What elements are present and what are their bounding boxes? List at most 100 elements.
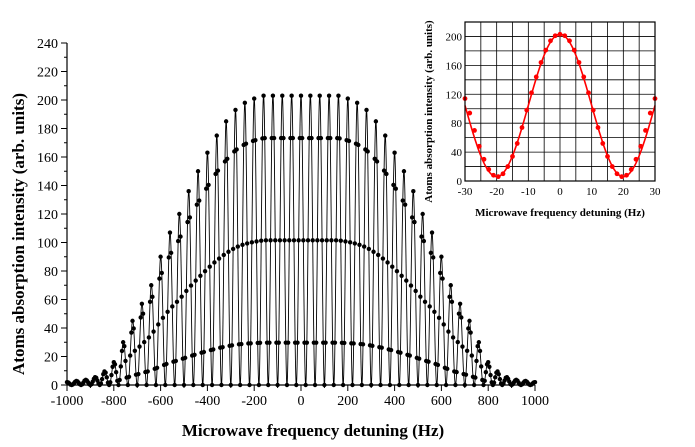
inset-x-tick-label: 20 <box>618 186 630 198</box>
main-data-point <box>235 244 241 249</box>
main-data-point <box>126 374 132 379</box>
main-data-point <box>491 380 497 385</box>
inset-data-point <box>495 174 501 180</box>
main-data-point <box>416 356 422 361</box>
inset-y-tick-label: 160 <box>446 60 463 72</box>
main-data-point <box>447 294 452 300</box>
main-data-point <box>281 135 286 141</box>
main-data-point <box>418 294 423 299</box>
main-data-point <box>408 283 414 288</box>
main-data-point <box>388 347 394 353</box>
main-data-point <box>319 238 325 243</box>
main-data-point <box>456 311 462 316</box>
main-data-point <box>137 344 142 349</box>
main-data-point <box>170 304 175 309</box>
inset-data-point <box>557 31 563 37</box>
main-data-point <box>477 348 483 354</box>
inset-x-tick-label: 0 <box>557 186 563 198</box>
main-x-tick-label: -1000 <box>51 394 84 409</box>
main-data-point <box>357 242 362 248</box>
main-data-point <box>411 189 416 194</box>
main-data-point <box>454 369 459 375</box>
main-data-point <box>158 254 163 259</box>
main-y-tick-label: 220 <box>37 66 58 81</box>
main-data-point <box>140 311 146 316</box>
main-data-point <box>365 149 370 154</box>
inset-data-point <box>619 174 625 180</box>
inset-data-point <box>576 60 582 65</box>
main-data-point <box>391 182 396 188</box>
inset-data-point <box>533 74 539 80</box>
main-data-point <box>324 238 329 243</box>
main-data-point <box>147 299 153 305</box>
main-data-point <box>267 340 272 345</box>
inset-data-point <box>476 143 482 149</box>
main-data-point <box>257 340 263 345</box>
main-data-point <box>193 278 198 283</box>
main-data-point <box>216 256 222 261</box>
inset-data-point <box>472 128 477 133</box>
main-data-point <box>229 343 235 348</box>
main-data-point <box>301 238 306 243</box>
main-data-point <box>259 238 264 243</box>
main-data-point <box>371 249 376 254</box>
main-data-point <box>184 288 189 294</box>
main-data-point <box>212 260 217 265</box>
inset-data-point <box>505 164 511 169</box>
main-data-point <box>197 198 202 203</box>
main-data-point <box>223 119 229 124</box>
main-data-point <box>249 240 255 245</box>
main-y-tick-label: 140 <box>37 180 58 195</box>
main-data-point <box>383 133 388 138</box>
main-data-point <box>326 93 332 98</box>
main-data-point <box>329 238 334 243</box>
main-y-tick-label: 120 <box>37 208 58 223</box>
inset-x-tick-label: -10 <box>521 186 536 198</box>
main-data-point <box>427 304 432 309</box>
main-data-point <box>474 358 479 364</box>
main-data-point <box>175 238 181 244</box>
main-data-point <box>342 340 347 346</box>
main-data-point <box>469 353 475 358</box>
inset-data-point <box>548 38 553 44</box>
main-data-point <box>436 315 442 321</box>
main-data-point <box>496 372 501 377</box>
main-data-point <box>186 189 191 194</box>
main-data-point <box>439 254 444 259</box>
main-data-point <box>282 238 287 243</box>
inset-data-point <box>590 107 596 113</box>
main-data-point <box>240 242 245 248</box>
inset-y-tick-label: 200 <box>446 31 463 43</box>
main-data-point <box>233 107 238 113</box>
inset-y-tick-label: 40 <box>451 147 463 159</box>
main-data-point <box>487 364 492 369</box>
main-data-point <box>132 348 138 353</box>
inset-data-point <box>481 156 487 162</box>
main-data-point <box>422 299 428 305</box>
main-x-tick-label: 200 <box>337 394 358 409</box>
main-data-point <box>354 100 360 106</box>
main-data-point <box>475 344 480 349</box>
main-data-point <box>185 219 190 225</box>
main-data-point <box>310 238 315 243</box>
main-data-point <box>404 278 409 283</box>
main-data-point <box>420 211 425 217</box>
main-x-axis-title: Microwave frequency detuning (Hz) <box>182 421 444 440</box>
inset-data-point <box>571 47 577 53</box>
main-data-point <box>379 345 384 350</box>
inset-data-point <box>643 128 648 133</box>
main-y-tick-label: 60 <box>44 294 58 309</box>
main-data-point <box>220 344 225 350</box>
inset-data-point <box>609 164 615 169</box>
inset-data-point <box>510 154 515 159</box>
main-data-point <box>168 250 174 256</box>
main-data-point <box>174 299 180 305</box>
main-y-tick-label: 40 <box>44 322 58 337</box>
main-data-point <box>289 93 294 98</box>
main-data-point <box>195 169 201 174</box>
main-x-tick-label: -400 <box>195 394 221 409</box>
main-data-point <box>356 142 361 148</box>
inset-data-point <box>586 90 591 96</box>
inset-x-tick-label: -20 <box>489 186 504 198</box>
main-data-point <box>192 352 197 357</box>
